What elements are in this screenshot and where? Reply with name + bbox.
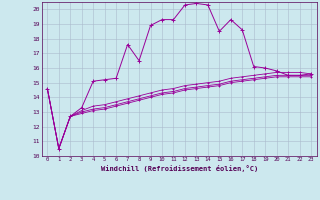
X-axis label: Windchill (Refroidissement éolien,°C): Windchill (Refroidissement éolien,°C) <box>100 165 258 172</box>
